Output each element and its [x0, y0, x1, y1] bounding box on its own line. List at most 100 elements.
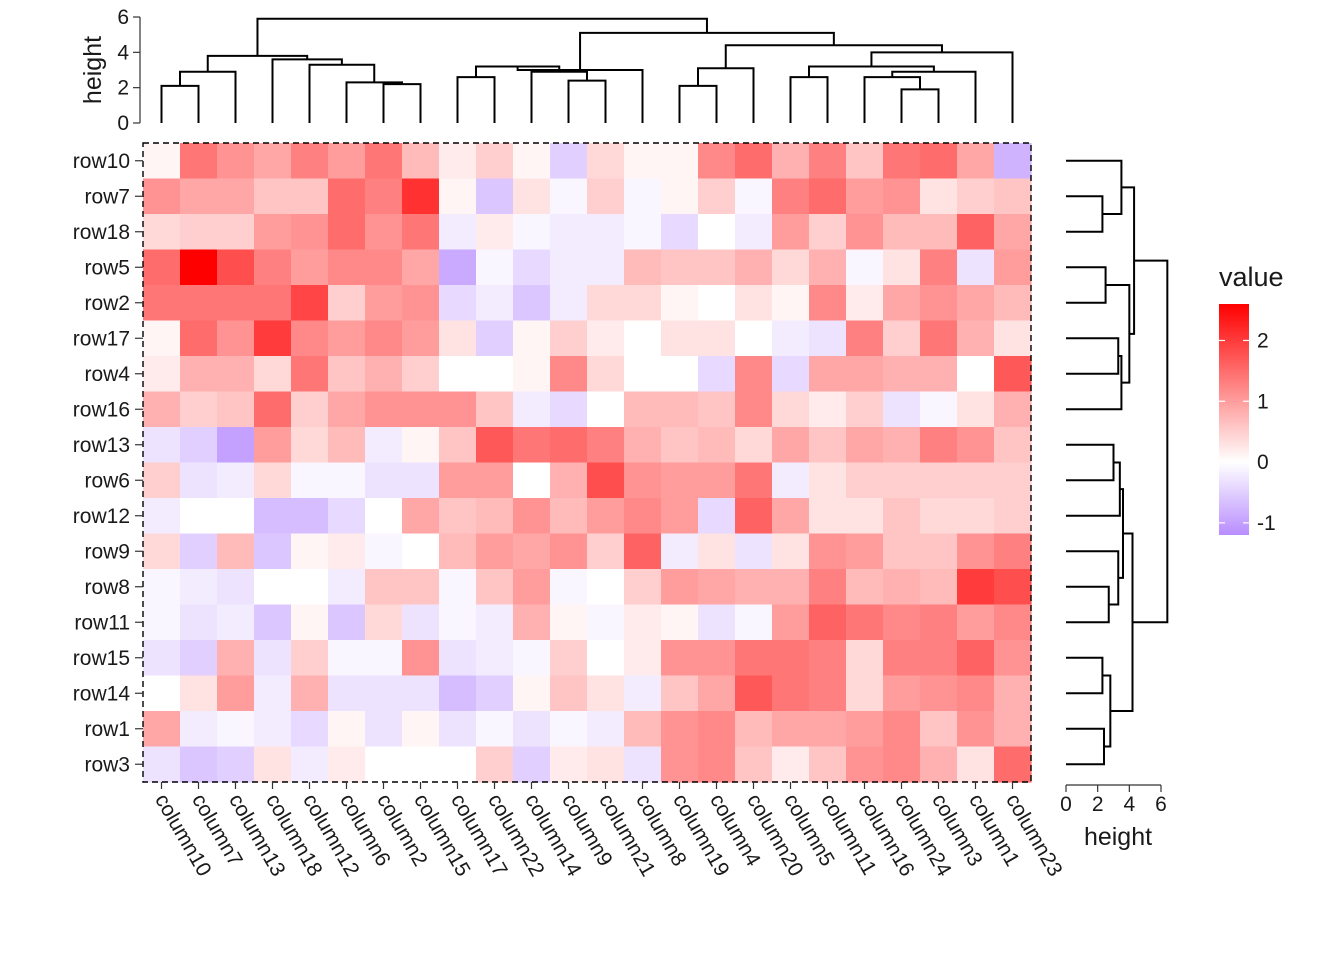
heatmap-cell-row5-column10 — [143, 249, 181, 286]
heatmap-cell-row2-column3 — [920, 285, 958, 322]
heatmap-cell-row8-column22 — [476, 569, 514, 606]
heatmap-cell-row18-column10 — [143, 214, 181, 251]
legend-tick-label: 0 — [1257, 451, 1269, 474]
heatmap-cell-row14-column20 — [735, 675, 773, 712]
heatmap-cell-row16-column20 — [735, 391, 773, 428]
heatmap-cell-row12-column1 — [957, 498, 995, 535]
heatmap-cell-row9-column24 — [883, 533, 921, 570]
heatmap-cells — [143, 143, 1032, 783]
legend-ticks: -1 0 1 2 — [1219, 329, 1276, 535]
heatmap-cell-row12-column6 — [328, 498, 366, 535]
heatmap-cell-row13-column11 — [809, 427, 847, 464]
heatmap-cell-row12-column4 — [698, 498, 736, 535]
top-axis-tick-label: 4 — [117, 41, 129, 64]
heatmap-cell-row3-column14 — [513, 746, 551, 783]
column-labels: column10column7column13column18column12c… — [150, 782, 1067, 881]
heatmap-cell-row14-column18 — [254, 675, 292, 712]
row-label-row6: row6 — [84, 469, 130, 492]
heatmap-cell-row12-column19 — [661, 498, 699, 535]
heatmap-cell-row13-column16 — [846, 427, 884, 464]
heatmap-cell-row7-column4 — [698, 178, 736, 215]
heatmap-cell-row11-column19 — [661, 604, 699, 641]
heatmap-cell-row17-column8 — [624, 320, 662, 357]
heatmap-cell-row4-column10 — [143, 356, 181, 393]
heatmap-cell-row6-column13 — [217, 462, 255, 499]
heatmap-cell-row5-column14 — [513, 249, 551, 286]
heatmap-cell-row14-column1 — [957, 675, 995, 712]
heatmap-cell-row2-column2 — [365, 285, 403, 322]
heatmap-cell-row3-column1 — [957, 746, 995, 783]
heatmap-cell-row12-column22 — [476, 498, 514, 535]
heatmap-cell-row9-column23 — [994, 533, 1032, 570]
heatmap-cell-row14-column19 — [661, 675, 699, 712]
heatmap-cell-row16-column18 — [254, 391, 292, 428]
heatmap-cell-row2-column16 — [846, 285, 884, 322]
heatmap-cell-row13-column10 — [143, 427, 181, 464]
heatmap-cell-row2-column5 — [772, 285, 810, 322]
heatmap-cell-row2-column4 — [698, 285, 736, 322]
top-axis-title: height — [79, 36, 107, 104]
heatmap-cell-row8-column17 — [439, 569, 477, 606]
heatmap-cell-row10-column10 — [143, 143, 181, 180]
heatmap-cell-row2-column7 — [180, 285, 218, 322]
heatmap-cell-row11-column12 — [291, 604, 329, 641]
heatmap-cell-row5-column8 — [624, 249, 662, 286]
heatmap-cell-row15-column11 — [809, 640, 847, 677]
heatmap-cell-row4-column3 — [920, 356, 958, 393]
heatmap-cell-row2-column14 — [513, 285, 551, 322]
row-label-row12: row12 — [73, 505, 130, 528]
heatmap-cell-row4-column13 — [217, 356, 255, 393]
heatmap-cell-row11-column10 — [143, 604, 181, 641]
row-label-row2: row2 — [84, 292, 130, 315]
heatmap-cell-row7-column2 — [365, 178, 403, 215]
heatmap-cell-row3-column2 — [365, 746, 403, 783]
heatmap-cell-row8-column16 — [846, 569, 884, 606]
heatmap-cell-row15-column23 — [994, 640, 1032, 677]
heatmap-cell-row1-column10 — [143, 711, 181, 748]
heatmap-cell-row17-column13 — [217, 320, 255, 357]
heatmap-cell-row16-column8 — [624, 391, 662, 428]
heatmap-cell-row10-column18 — [254, 143, 292, 180]
heatmap-cell-row15-column19 — [661, 640, 699, 677]
heatmap-cell-row12-column11 — [809, 498, 847, 535]
heatmap-cell-row15-column9 — [550, 640, 588, 677]
heatmap-cell-row3-column5 — [772, 746, 810, 783]
heatmap-cell-row12-column2 — [365, 498, 403, 535]
top-axis-tick-label: 2 — [117, 77, 129, 100]
heatmap-cell-row5-column12 — [291, 249, 329, 286]
heatmap-cell-row17-column4 — [698, 320, 736, 357]
heatmap-cell-row12-column17 — [439, 498, 477, 535]
heatmap-cell-row7-column14 — [513, 178, 551, 215]
heatmap-cell-row13-column3 — [920, 427, 958, 464]
heatmap-cell-row6-column14 — [513, 462, 551, 499]
heatmap-cell-row2-column19 — [661, 285, 699, 322]
heatmap-cell-row7-column19 — [661, 178, 699, 215]
heatmap-cell-row10-column19 — [661, 143, 699, 180]
heatmap-cell-row14-column2 — [365, 675, 403, 712]
heatmap-cell-row14-column7 — [180, 675, 218, 712]
heatmap-cell-row9-column16 — [846, 533, 884, 570]
heatmap-cell-row10-column11 — [809, 143, 847, 180]
heatmap-cell-row8-column14 — [513, 569, 551, 606]
heatmap-cell-row14-column9 — [550, 675, 588, 712]
heatmap-cell-row1-column22 — [476, 711, 514, 748]
heatmap-cell-row14-column21 — [587, 675, 625, 712]
heatmap-cell-row1-column11 — [809, 711, 847, 748]
heatmap-cell-row6-column8 — [624, 462, 662, 499]
heatmap-cell-row9-column12 — [291, 533, 329, 570]
heatmap-cell-row6-column16 — [846, 462, 884, 499]
heatmap-cell-row10-column14 — [513, 143, 551, 180]
heatmap-cell-row16-column9 — [550, 391, 588, 428]
heatmap-cell-row15-column16 — [846, 640, 884, 677]
heatmap-cell-row7-column10 — [143, 178, 181, 215]
heatmap-cell-row3-column20 — [735, 746, 773, 783]
heatmap-cell-row17-column23 — [994, 320, 1032, 357]
heatmap-cell-row1-column12 — [291, 711, 329, 748]
heatmap-cell-row2-column13 — [217, 285, 255, 322]
heatmap-cell-row6-column17 — [439, 462, 477, 499]
heatmap-cell-row16-column24 — [883, 391, 921, 428]
heatmap-cell-row16-column6 — [328, 391, 366, 428]
heatmap-cell-row12-column7 — [180, 498, 218, 535]
row-label-row9: row9 — [84, 540, 130, 563]
